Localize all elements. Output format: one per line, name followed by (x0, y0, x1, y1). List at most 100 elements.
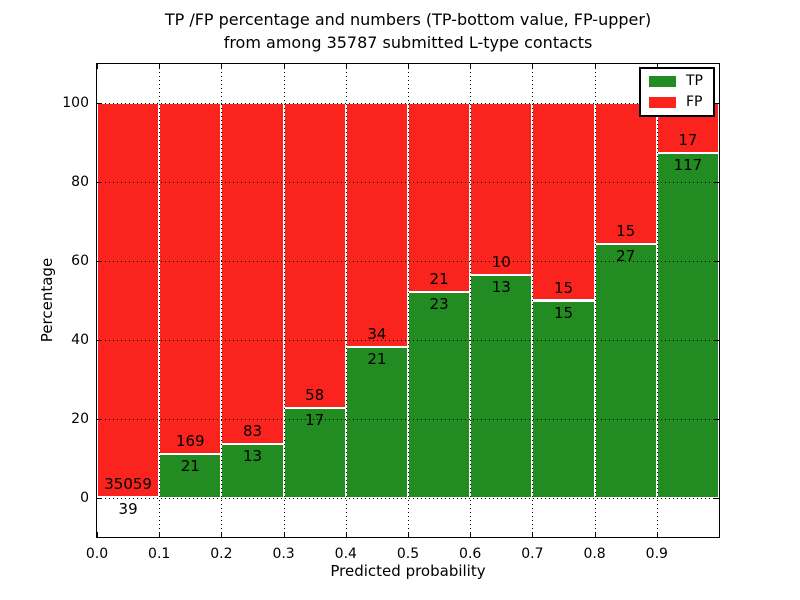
x-tick-label: 0.8 (583, 546, 606, 562)
x-tick-bottom (594, 532, 596, 537)
x-tick-bottom (656, 532, 658, 537)
x-tick-label: 0.9 (645, 546, 668, 562)
y-tick-right (714, 103, 719, 105)
fp-legend-swatch-icon (649, 97, 676, 108)
legend: TP FP (639, 67, 715, 117)
x-tick-label: 0.4 (334, 546, 357, 562)
fp-bar-segment (408, 103, 471, 292)
fp-bar-segment (283, 103, 346, 409)
legend-label-tp: TP (686, 73, 703, 89)
x-tick-bottom (408, 532, 409, 537)
legend-label-fp: FP (686, 94, 703, 110)
fp-count-label: 83 (242, 422, 263, 441)
fp-bar-segment (594, 103, 657, 245)
tp-bar-segment (221, 444, 284, 498)
y-tick-right (714, 261, 719, 263)
x-tick-label: 0.5 (396, 546, 420, 562)
x-tick-bottom (283, 532, 285, 537)
fp-bar-segment (97, 103, 160, 498)
x-gridline (656, 64, 658, 537)
y-tick-left (97, 182, 102, 184)
y-tick-label: 80 (71, 174, 89, 191)
fp-count-label: 58 (305, 386, 325, 405)
tp-bar-segment (159, 454, 222, 498)
tp-count-label: 13 (491, 277, 511, 296)
fp-bar-segment (221, 103, 284, 445)
x-gridline (408, 64, 409, 537)
x-tick-top (532, 64, 534, 69)
fp-count-label: 21 (429, 269, 449, 288)
x-tick-label: 0.0 (85, 546, 109, 562)
fp-count-label: 10 (491, 252, 511, 271)
x-tick-top (470, 64, 472, 69)
fp-bar-segment (345, 103, 408, 348)
x-tick-label: 0.7 (521, 546, 544, 562)
plot-area: TP FP 35059 39 169 21 83 13 58 17 34 21 21 23 10 13 15… (62, 63, 720, 562)
x-tick-label: 0.6 (459, 546, 482, 562)
y-tick-right (714, 418, 719, 420)
x-tick-top (408, 64, 409, 69)
fp-bar-segment (470, 103, 533, 275)
y-tick-left (97, 261, 102, 263)
x-tick-top (656, 64, 658, 69)
x-gridline (221, 64, 223, 537)
chart-title-line1: TP /FP percentage and numbers (TP-bottom… (164, 10, 652, 29)
y-tick-label: 0 (80, 489, 89, 506)
x-tick-top (345, 64, 347, 69)
x-tick-bottom (345, 532, 347, 537)
tp-bar-segment (470, 274, 533, 498)
tp-bar-segment (345, 347, 408, 498)
legend-entry-fp: FP (649, 95, 703, 110)
y-tick-label: 100 (62, 95, 89, 112)
fp-count-label: 169 (175, 432, 205, 451)
tp-count-label: 15 (553, 303, 574, 322)
x-tick-top (159, 64, 161, 69)
x-tick-top (283, 64, 285, 69)
y-tick-right (714, 182, 719, 184)
x-tick-top (97, 64, 98, 69)
x-gridline (159, 64, 161, 537)
legend-entry-tp: TP (649, 74, 703, 89)
x-tick-top (221, 64, 223, 69)
tp-legend-swatch-icon (649, 76, 676, 87)
fp-count-label: 15 (616, 222, 636, 241)
tp-bar-segment (532, 300, 595, 498)
y-tick-left (97, 418, 102, 420)
x-gridline (283, 64, 285, 537)
y-tick-left (97, 339, 102, 341)
fp-count-label: 34 (367, 325, 387, 344)
tp-count-label: 21 (180, 457, 200, 476)
x-tick-top (594, 64, 596, 69)
y-tick-left (97, 103, 102, 105)
fp-count-label: 15 (553, 278, 574, 297)
x-gridline (470, 64, 472, 537)
tp-count-label: 17 (305, 411, 325, 430)
y-tick-label: 40 (71, 331, 89, 348)
y-tick-label: 20 (71, 410, 89, 427)
tp-bar-segment (408, 291, 471, 498)
tp-count-label: 23 (429, 294, 449, 313)
x-tick-label: 0.3 (272, 546, 295, 562)
tp-count-label: 27 (616, 247, 636, 266)
x-gridline (345, 64, 347, 537)
y-tick-right (714, 497, 719, 499)
x-tick-bottom (470, 532, 472, 537)
fp-count-label: 35059 (104, 475, 152, 494)
y-tick-right (714, 339, 719, 341)
fp-bar-segment (532, 103, 595, 301)
x-tick-label: 0.2 (210, 546, 233, 562)
x-tick-bottom (221, 532, 223, 537)
x-tick-label: 0.1 (148, 546, 171, 562)
tp-count-label: 21 (367, 350, 387, 369)
x-axis-label: Predicted probability (330, 562, 486, 580)
x-tick-bottom (97, 532, 98, 537)
tp-count-label: 117 (673, 156, 703, 175)
fp-bar-segment (159, 103, 222, 454)
x-tick-bottom (532, 532, 534, 537)
fp-count-label: 17 (678, 131, 698, 150)
tp-count-label: 13 (242, 447, 263, 466)
chart-title-line2: from among 35787 submitted L-type contac… (223, 33, 593, 52)
tp-count-label: 39 (118, 500, 138, 519)
tp-bar-segment (656, 153, 719, 498)
